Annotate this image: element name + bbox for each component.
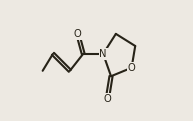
Text: O: O bbox=[74, 29, 82, 39]
Text: O: O bbox=[103, 94, 111, 104]
Text: N: N bbox=[99, 49, 107, 59]
Text: O: O bbox=[128, 63, 135, 73]
